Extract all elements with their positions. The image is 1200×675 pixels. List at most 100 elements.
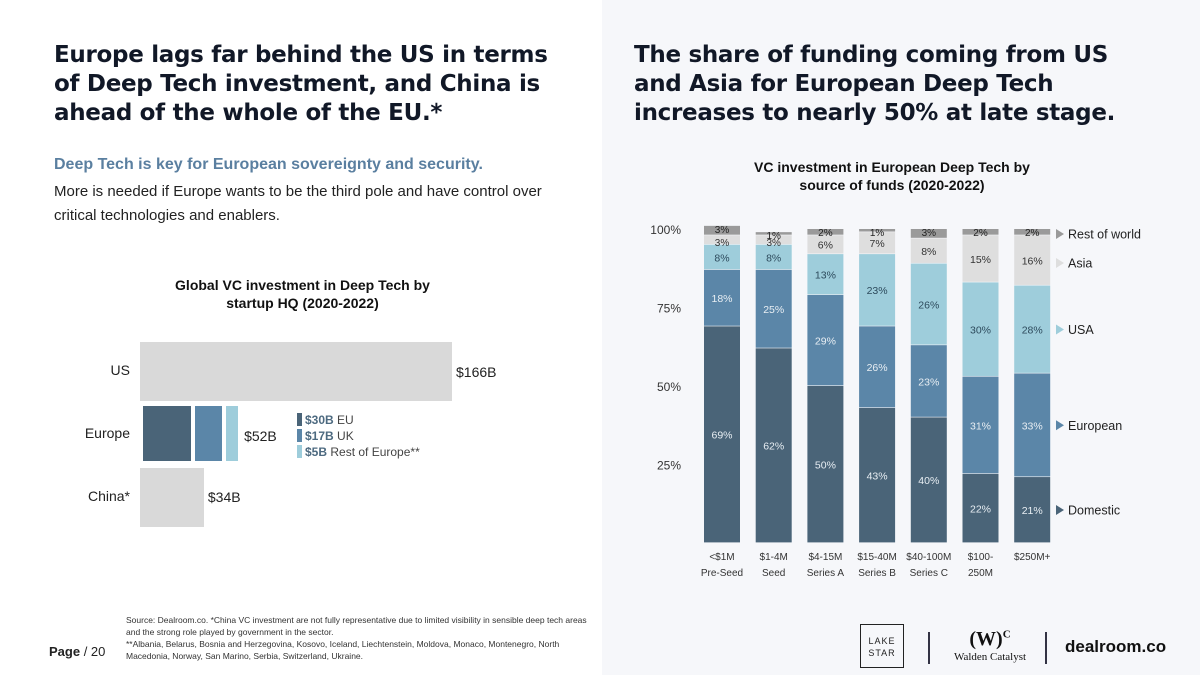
data-label: 43%: [867, 470, 888, 482]
legend-marker: [1056, 258, 1064, 268]
stack-segment-domestic: [910, 417, 947, 543]
data-label: 26%: [867, 362, 888, 374]
data-label: 2%: [818, 228, 833, 239]
stack-segment-asia: [755, 235, 792, 245]
hbar-value-china: $34B: [207, 489, 241, 505]
data-label: 31%: [970, 420, 991, 432]
y-tick-label: 75%: [657, 302, 681, 316]
x-tick-label: Seed: [762, 568, 785, 579]
x-tick-label: Series C: [910, 568, 948, 579]
stack-segment-european: [1014, 373, 1051, 477]
legend-label: Rest of world: [1068, 228, 1141, 242]
stack-segment-rest-of-world: [1014, 229, 1051, 235]
data-label: 21%: [1022, 505, 1043, 517]
hbar-label-europe: Europe: [84, 425, 130, 441]
lake-star-logo: LAKE STAR: [860, 624, 904, 668]
data-label: 25%: [763, 304, 784, 316]
stack-segment-rest-of-world: [859, 229, 896, 232]
right-panel: The share of funding coming from US and …: [602, 0, 1200, 675]
data-label: 13%: [815, 270, 836, 282]
footnote: Source: Dealroom.co. *China VC investmen…: [126, 614, 596, 662]
data-label: 23%: [867, 285, 888, 297]
x-tick-label: 250M: [968, 568, 993, 579]
legend-uk-swatch: [297, 429, 302, 442]
stack-segment-usa: [755, 244, 792, 270]
stack-segment-asia: [704, 235, 740, 245]
hbar-us: [140, 342, 452, 401]
page-number: Page / 20: [49, 644, 106, 659]
hbar-europe-uk: [194, 406, 223, 461]
stack-segment-asia: [1014, 235, 1051, 285]
stack-segment-usa: [910, 263, 947, 345]
logo-divider: [928, 632, 930, 664]
legend-marker: [1056, 324, 1064, 335]
stack-segment-usa: [1014, 285, 1051, 373]
data-label: 3%: [715, 238, 730, 249]
data-label: 2%: [973, 228, 988, 239]
stack-segment-european: [807, 294, 844, 386]
hbar-value-us: $166B: [456, 364, 497, 380]
legend-roe-swatch: [297, 445, 302, 458]
stack-segment-domestic: [807, 386, 844, 543]
legend-label: Asia: [1068, 257, 1092, 271]
data-label: 29%: [815, 335, 836, 347]
stack-segment-usa: [704, 244, 740, 270]
x-tick-label: $4-15M: [808, 552, 842, 563]
stack-segment-european: [859, 326, 896, 408]
stacked-chart-title: VC investment in European Deep Tech by s…: [754, 159, 1030, 193]
data-label: 40%: [918, 475, 939, 487]
left-headline: Europe lags far behind the US in terms o…: [54, 42, 548, 126]
data-label: 69%: [711, 430, 732, 442]
stack-segment-rest-of-world: [910, 229, 947, 238]
x-tick-label: Series A: [807, 568, 845, 579]
stack-segment-rest-of-world: [962, 229, 999, 235]
stack-segment-rest-of-world: [807, 229, 844, 235]
stack-segment-usa: [807, 254, 844, 295]
hbar-china: [140, 468, 204, 527]
stack-segment-european: [704, 269, 740, 326]
data-label: 8%: [766, 252, 781, 264]
legend-label: European: [1068, 419, 1122, 433]
data-label: 26%: [918, 299, 939, 311]
x-tick-label: Series B: [858, 568, 896, 579]
data-label: 30%: [970, 324, 991, 336]
data-label: 3%: [766, 238, 781, 249]
legend-label: USA: [1068, 323, 1094, 337]
dealroom-logo: dealroom.co: [1065, 637, 1167, 656]
hbar-value-europe: $52B: [244, 428, 277, 444]
data-label: 22%: [970, 503, 991, 515]
data-label: 16%: [1022, 255, 1043, 267]
data-label: 33%: [1022, 420, 1043, 432]
y-tick-label: 50%: [657, 380, 681, 394]
x-tick-label: $250M+: [1014, 552, 1051, 563]
stack-segment-asia: [962, 235, 999, 282]
hbar-europe-eu: [143, 406, 191, 461]
y-tick-label: 25%: [657, 459, 681, 473]
hbar-label-us: US: [110, 362, 130, 378]
stack-segment-asia: [910, 238, 947, 263]
stack-segment-rest-of-world: [755, 232, 792, 235]
stack-segment-european: [962, 376, 999, 474]
legend-label: Domestic: [1068, 504, 1120, 518]
x-tick-label: $1-4M: [760, 552, 788, 563]
data-label: 50%: [815, 460, 836, 472]
data-label: 3%: [922, 228, 937, 239]
stack-segment-european: [910, 345, 947, 417]
x-tick-label: $15-40M: [857, 552, 896, 563]
data-label: 8%: [921, 246, 936, 258]
legend-eu-item: $30B EU: [297, 412, 420, 428]
stack-segment-european: [755, 269, 792, 348]
data-label: 15%: [970, 254, 991, 266]
data-label: 18%: [711, 293, 732, 305]
footnote-source: Source: Dealroom.co. *China VC investmen…: [126, 615, 587, 637]
hbar-label-china: China*: [87, 488, 130, 504]
data-label: 1%: [870, 228, 885, 239]
stack-segment-domestic: [755, 348, 792, 543]
footnote-countries: **Albania, Belarus, Bosnia and Herzegovi…: [126, 639, 560, 661]
data-label: 7%: [870, 238, 885, 250]
legend-roe-item: $5B Rest of Europe**: [297, 444, 420, 460]
stack-segment-domestic: [704, 326, 740, 543]
legend-uk-item: $17B UK: [297, 428, 420, 444]
logo-divider: [1045, 632, 1047, 664]
